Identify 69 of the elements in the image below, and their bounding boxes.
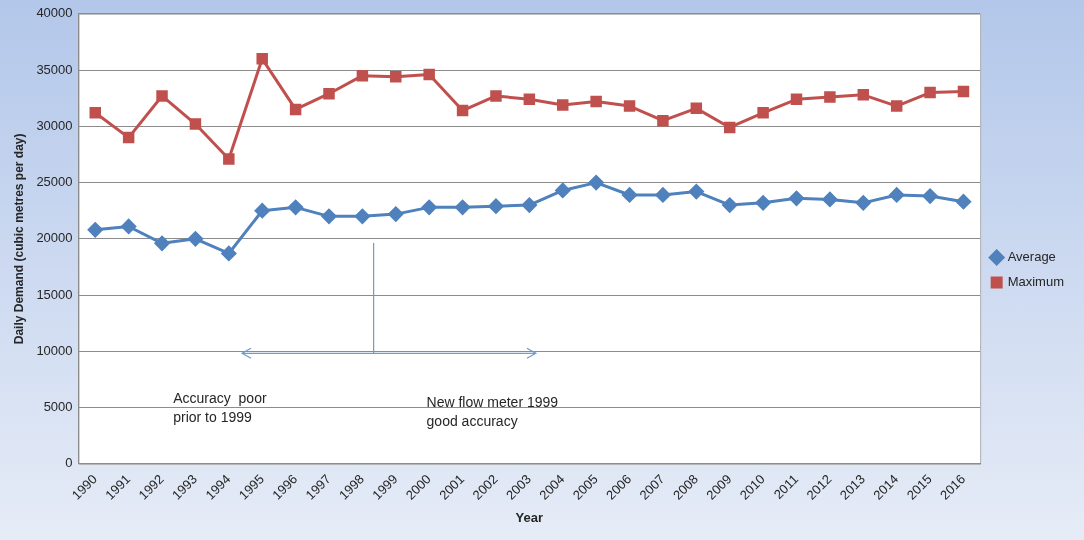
point [388,206,404,222]
point [221,245,237,261]
point [623,100,636,112]
x-axis-title: Year [515,509,544,525]
point [922,188,938,204]
point [824,91,836,103]
y-tick-label: 40000 [36,5,73,21]
annotation: New flow meter 1999 good accuracy [426,394,559,430]
point [757,107,769,119]
point [156,90,168,102]
point [321,208,337,224]
point [323,87,335,100]
y-tick-label: 10000 [36,342,73,358]
y-tick-label: 25000 [36,174,73,190]
point [488,198,504,214]
point [89,107,101,119]
point [890,100,903,112]
point [957,85,970,98]
point [289,103,302,116]
point [722,197,738,213]
point [655,187,671,203]
legend-label: Maximum [1007,274,1065,290]
point [354,208,370,224]
point [121,218,137,234]
y-tick-label: 20000 [36,230,73,246]
point [622,187,638,203]
point [356,69,369,82]
point [688,184,704,200]
y-tick-label: 0 [65,455,73,471]
point [955,194,971,210]
point [523,93,536,106]
point [189,118,202,130]
point [857,89,870,101]
y-tick-label: 30000 [36,117,73,133]
point [455,199,471,215]
point [288,199,304,215]
point [390,71,402,83]
point [456,104,469,117]
point [924,86,936,99]
point [855,195,871,211]
point [555,182,571,198]
point [122,131,135,144]
y-axis-title: Daily Demand (cubic metres per day) [11,133,26,345]
point [755,195,771,211]
y-tick-label: 15000 [36,286,73,302]
y-tick-label: 35000 [36,61,73,77]
point [657,114,669,127]
legend-label: Average [1007,249,1056,265]
point [822,191,838,207]
point [256,53,268,65]
point [423,68,435,81]
point [590,95,602,108]
point [154,235,170,251]
point [521,197,537,213]
point [690,102,703,115]
point [790,93,803,106]
y-tick-label: 5000 [43,399,73,415]
point [789,190,804,206]
point [421,199,437,215]
point [223,153,235,165]
point [889,187,905,203]
point [490,90,502,102]
point [557,99,569,111]
point [254,203,270,219]
annotation: Accuracy poor prior to 1999 [173,389,267,425]
point [588,175,604,191]
point [187,231,203,247]
point [723,121,736,134]
point [87,222,103,238]
